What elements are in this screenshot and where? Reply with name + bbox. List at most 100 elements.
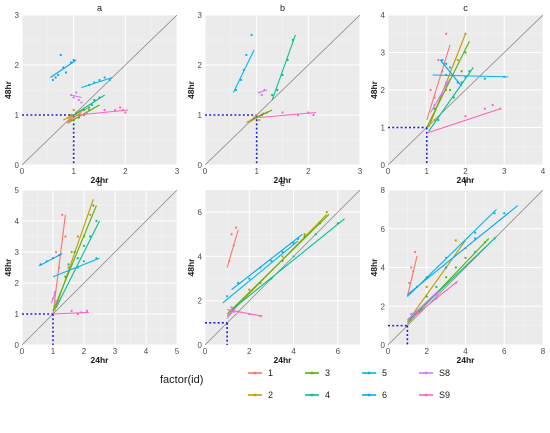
series-5 bbox=[222, 240, 299, 304]
data-point bbox=[464, 75, 467, 78]
data-point bbox=[281, 255, 284, 258]
legend-entry-2: 2 bbox=[248, 390, 273, 400]
data-point bbox=[276, 88, 279, 92]
data-point bbox=[281, 259, 284, 262]
y-tick-label: 1 bbox=[15, 111, 20, 120]
y-tick-label: 3 bbox=[15, 248, 20, 257]
legend: factor(id) 1 2 3 4 5 6 S8 S9 bbox=[160, 368, 450, 400]
data-point bbox=[445, 62, 448, 65]
data-point bbox=[303, 235, 306, 238]
identity-line bbox=[388, 190, 543, 345]
data-point bbox=[80, 101, 83, 104]
series-4 bbox=[73, 94, 105, 116]
data-point bbox=[441, 70, 444, 73]
data-point bbox=[54, 76, 57, 79]
data-point bbox=[336, 222, 339, 225]
data-point bbox=[61, 213, 64, 216]
panel-title: c bbox=[463, 3, 468, 13]
data-point bbox=[119, 106, 122, 109]
data-point bbox=[64, 235, 67, 238]
data-point bbox=[491, 103, 494, 107]
data-point bbox=[260, 93, 263, 97]
data-point bbox=[281, 250, 284, 254]
fit-line bbox=[259, 111, 317, 119]
data-point bbox=[55, 300, 58, 303]
y-axis-label: 48hr bbox=[3, 258, 13, 277]
data-point bbox=[437, 118, 440, 122]
x-axis-label: 24hr bbox=[91, 175, 110, 185]
x-tick-label: 2 bbox=[425, 347, 430, 356]
x-tick-label: 0 bbox=[20, 167, 25, 176]
data-point bbox=[410, 266, 413, 269]
fit-line bbox=[52, 205, 97, 312]
data-point bbox=[503, 212, 506, 215]
x-tick-label: 1 bbox=[51, 347, 56, 356]
series-S9 bbox=[407, 280, 459, 323]
data-point bbox=[57, 73, 60, 77]
y-tick-label: 3 bbox=[198, 11, 203, 20]
x-tick-label: 0 bbox=[203, 167, 208, 176]
data-point bbox=[464, 51, 467, 54]
data-point bbox=[435, 297, 438, 300]
panel-title: f bbox=[464, 178, 467, 188]
data-point bbox=[270, 277, 273, 280]
series-S9 bbox=[52, 309, 89, 316]
x-tick-label: 4 bbox=[144, 347, 149, 356]
data-point bbox=[103, 108, 106, 112]
legend-entry-S9: S9 bbox=[419, 390, 450, 400]
y-tick-label: 0 bbox=[15, 161, 20, 170]
data-point bbox=[296, 113, 300, 117]
y-axis-label: 48hr bbox=[3, 80, 13, 99]
series-6 bbox=[439, 58, 463, 87]
data-point bbox=[441, 58, 444, 62]
y-axis-label: 48hr bbox=[369, 258, 379, 277]
data-point bbox=[448, 66, 452, 69]
x-axis-label: 24hr bbox=[274, 355, 293, 365]
legend-entry-4: 4 bbox=[305, 390, 330, 400]
data-point bbox=[45, 260, 48, 263]
series-1 bbox=[226, 226, 239, 268]
x-tick-label: 3 bbox=[502, 167, 507, 176]
fit-line bbox=[232, 49, 255, 93]
data-point bbox=[255, 116, 258, 119]
data-point bbox=[95, 257, 98, 260]
fit-line bbox=[428, 67, 474, 132]
y-tick-label: 2 bbox=[198, 61, 203, 70]
data-point bbox=[445, 73, 448, 77]
y-tick-label: 0 bbox=[15, 341, 20, 350]
legend-label: S9 bbox=[439, 390, 450, 400]
x-tick-label: 3 bbox=[113, 347, 118, 356]
x-tick-label: 2 bbox=[82, 347, 87, 356]
y-tick-label: 5 bbox=[15, 186, 20, 195]
fit-line bbox=[406, 255, 418, 297]
series-1 bbox=[52, 213, 67, 315]
x-tick-label: 0 bbox=[386, 347, 391, 356]
legend-entry-5: 5 bbox=[362, 368, 387, 378]
x-tick-label: 4 bbox=[291, 347, 296, 356]
series-S8 bbox=[69, 91, 83, 104]
data-point bbox=[240, 78, 243, 82]
data-point bbox=[86, 309, 89, 312]
data-point bbox=[292, 255, 295, 258]
data-point bbox=[75, 91, 78, 94]
x-axis-label: 24hr bbox=[91, 355, 110, 365]
panel-title: d bbox=[97, 178, 102, 188]
data-point bbox=[72, 116, 75, 119]
series-4 bbox=[55, 219, 100, 309]
series-S8 bbox=[50, 289, 58, 304]
y-tick-label: 3 bbox=[15, 11, 20, 20]
data-point bbox=[286, 58, 289, 62]
data-point bbox=[435, 285, 438, 288]
data-point bbox=[493, 237, 496, 240]
fit-line bbox=[271, 34, 296, 101]
legend-label: 5 bbox=[382, 368, 387, 378]
data-point bbox=[76, 266, 79, 269]
data-point bbox=[230, 306, 233, 309]
data-point bbox=[69, 113, 73, 117]
y-tick-label: 4 bbox=[381, 11, 386, 20]
data-point bbox=[67, 266, 70, 269]
x-tick-label: 0 bbox=[20, 347, 25, 356]
legend-entry-6: 6 bbox=[362, 390, 387, 400]
data-point bbox=[421, 305, 424, 308]
data-point bbox=[226, 295, 229, 298]
